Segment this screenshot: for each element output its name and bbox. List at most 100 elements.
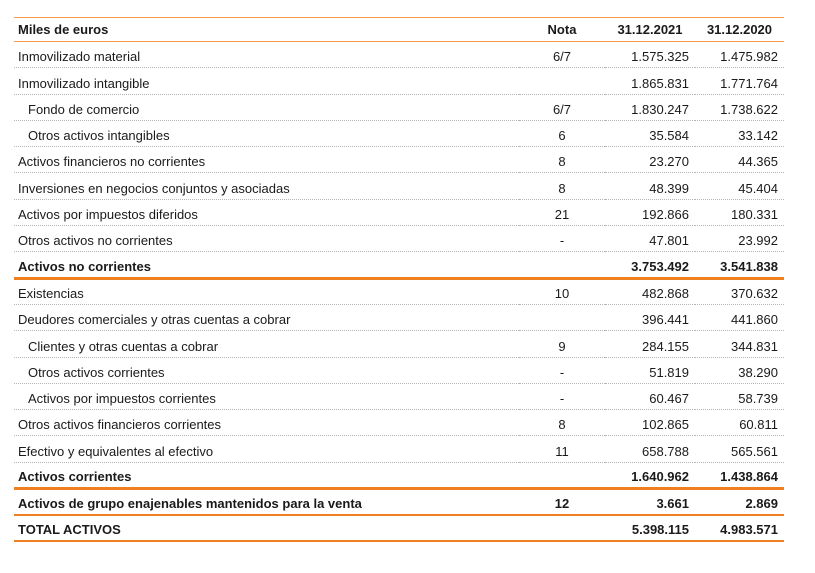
row-nota: 10 (519, 278, 605, 305)
table-row: Otros activos no corrientes -47.801 23.992 (14, 225, 784, 253)
row-nota (519, 304, 605, 332)
table-row: Activos corrientes 1.640.962 1.438.864 (14, 462, 784, 491)
row-label: Otros activos no corrientes (14, 225, 519, 253)
row-value-2020: 2.869 (695, 488, 784, 516)
row-value-2020: 44.365 (695, 146, 784, 174)
row-value-2021: 396.441 (605, 304, 695, 332)
row-value-2021: 48.399 (605, 172, 695, 200)
row-nota: - (519, 357, 605, 384)
assets-table: Miles de euros Nota 31.12.2021 31.12.202… (14, 17, 784, 543)
row-value-2020: 23.992 (695, 225, 784, 253)
row-nota (519, 514, 605, 543)
table-row: Activos por impuestos diferidos 21 192.866… (14, 199, 784, 227)
row-value-2020: 441.860 (695, 304, 784, 332)
row-value-2021: 1.830.247 (605, 94, 695, 121)
row-value-2021: 658.788 (605, 435, 695, 463)
table-row: Clientes y otras cuentas a cobrar 9 284.15… (14, 330, 784, 358)
row-value-2020: 45.404 (695, 172, 784, 200)
row-label: Otros activos intangibles (14, 120, 519, 148)
row-value-2020: 33.142 (695, 120, 784, 148)
row-value-2020: 565.561 (695, 435, 784, 463)
row-value-2020: 1.475.982 (695, 41, 784, 69)
row-nota: 6/7 (519, 41, 605, 69)
row-value-2021: 35.584 (605, 120, 695, 148)
row-value-2020: 1.771.764 (695, 67, 784, 95)
row-value-2021: 192.866 (605, 199, 695, 227)
row-value-2021: 1.640.962 (605, 462, 695, 491)
row-value-2020: 344.831 (695, 330, 784, 358)
row-nota: 6 (519, 120, 605, 148)
row-nota: 9 (519, 330, 605, 358)
row-value-2021: 1.575.325 (605, 41, 695, 69)
row-label: Activos por impuestos corrientes (14, 383, 519, 411)
row-nota: 21 (519, 199, 605, 227)
row-label: Deudores comerciales y otras cuentas a c… (14, 304, 519, 332)
row-nota: 8 (519, 146, 605, 174)
table-row: Inmovilizado material 6/7 1.575.325 1.475.9… (14, 41, 784, 69)
table-row: Activos financieros no corrientes 8 23.270… (14, 146, 784, 174)
row-nota (519, 251, 605, 280)
row-nota: - (519, 383, 605, 411)
table-body: Inmovilizado material 6/7 1.575.325 1.475.9… (14, 41, 784, 543)
row-label: Activos financieros no corrientes (14, 146, 519, 174)
row-label: Inmovilizado intangible (14, 67, 519, 95)
table-header-row: Miles de euros Nota 31.12.2021 31.12.202… (14, 17, 784, 42)
row-label: Inmovilizado material (14, 41, 519, 69)
row-value-2020: 1.738.622 (695, 94, 784, 121)
table-row: TOTAL ACTIVOS 5.398.115 4.983.571 (14, 514, 784, 543)
row-value-2020: 180.331 (695, 199, 784, 227)
row-label: Existencias (14, 278, 519, 305)
row-value-2021: 1.865.831 (605, 67, 695, 95)
row-label: Clientes y otras cuentas a cobrar (14, 330, 519, 358)
row-label: Inversiones en negocios conjuntos y asoc… (14, 172, 519, 200)
row-nota (519, 67, 605, 95)
header-year-2020: 31.12.2020 (695, 17, 784, 42)
header-nota: Nota (519, 17, 605, 42)
row-nota: 8 (519, 409, 605, 437)
row-label: Activos no corrientes (14, 251, 519, 280)
row-value-2020: 58.739 (695, 383, 784, 411)
row-value-2020: 38.290 (695, 357, 784, 384)
row-value-2020: 3.541.838 (695, 251, 784, 280)
row-nota: 8 (519, 172, 605, 200)
header-year-2021: 31.12.2021 (605, 17, 695, 42)
row-label: Otros activos corrientes (14, 357, 519, 384)
row-value-2021: 23.270 (605, 146, 695, 174)
table-row: Deudores comerciales y otras cuentas a c… (14, 304, 784, 332)
row-label: Fondo de comercio (14, 94, 519, 121)
row-value-2021: 3.661 (605, 488, 695, 516)
table-row: Fondo de comercio 6/7 1.830.247 1.738.622 (14, 94, 784, 121)
table-row: Inmovilizado intangible 1.865.831 1.771.76… (14, 67, 784, 95)
row-value-2020: 1.438.864 (695, 462, 784, 491)
row-label: Activos de grupo enajenables mantenidos … (14, 488, 519, 516)
row-label: Activos por impuestos diferidos (14, 199, 519, 227)
table-row: Activos por impuestos corrientes -60.467 5… (14, 383, 784, 411)
table-row: Existencias 10 482.868 370.632 (14, 278, 784, 305)
row-nota: 11 (519, 435, 605, 463)
table-row: Otros activos corrientes -51.819 38.290 (14, 357, 784, 384)
row-value-2021: 51.819 (605, 357, 695, 384)
header-label: Miles de euros (14, 17, 519, 42)
table-row: Efectivo y equivalentes al efectivo 11 658… (14, 435, 784, 463)
row-value-2021: 3.753.492 (605, 251, 695, 280)
row-value-2021: 5.398.115 (605, 514, 695, 543)
table-row: Otros activos intangibles 6 35.584 33.142 (14, 120, 784, 148)
row-label: TOTAL ACTIVOS (14, 514, 519, 543)
table-row: Activos no corrientes 3.753.492 3.541.838 (14, 251, 784, 280)
row-nota: 12 (519, 488, 605, 516)
row-label: Efectivo y equivalentes al efectivo (14, 435, 519, 463)
balance-sheet: Miles de euros Nota 31.12.2021 31.12.202… (14, 17, 784, 543)
row-value-2020: 370.632 (695, 278, 784, 305)
row-label: Activos corrientes (14, 462, 519, 491)
row-value-2021: 47.801 (605, 225, 695, 253)
row-nota: 6/7 (519, 94, 605, 121)
row-value-2020: 4.983.571 (695, 514, 784, 543)
row-label: Otros activos financieros corrientes (14, 409, 519, 437)
row-nota: - (519, 225, 605, 253)
table-row: Inversiones en negocios conjuntos y asoc… (14, 172, 784, 200)
row-value-2021: 284.155 (605, 330, 695, 358)
table-row: Otros activos financieros corrientes 8 102… (14, 409, 784, 437)
row-value-2021: 60.467 (605, 383, 695, 411)
row-value-2021: 482.868 (605, 278, 695, 305)
row-nota (519, 462, 605, 491)
